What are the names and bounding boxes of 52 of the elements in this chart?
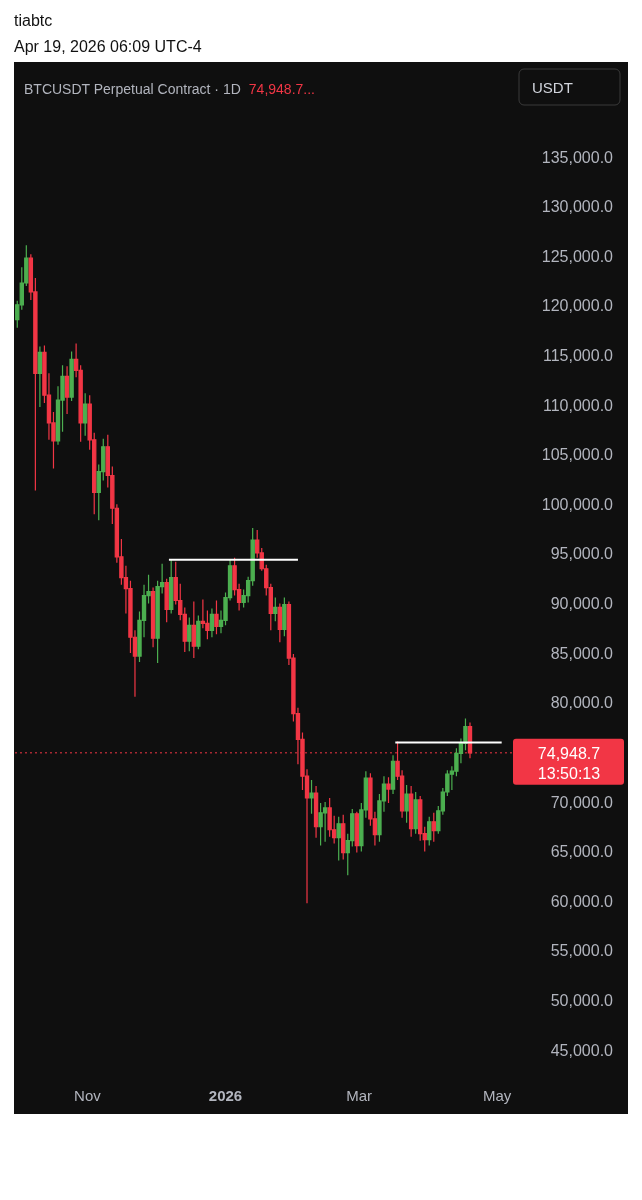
y-tick-label: 120,000.0 (541, 297, 614, 315)
candlestick (191, 600, 197, 659)
text: USDT (532, 79, 573, 96)
x-tick-label: 2026 (208, 1087, 243, 1104)
candlestick (390, 754, 396, 795)
candlestick (209, 607, 215, 638)
candlestick (431, 812, 436, 843)
y-tick-label: 100,000.0 (541, 495, 614, 513)
text: 74,948.7... (248, 81, 315, 97)
y-tick-label: 45,000.0 (550, 1041, 614, 1059)
y-tick-label: 85,000.0 (550, 644, 614, 662)
candlestick (187, 616, 192, 652)
candlestick (309, 779, 314, 815)
y-tick-label: 90,000.0 (550, 595, 614, 613)
x-tick-label: Nov (74, 1087, 102, 1104)
y-tick-label: 95,000.0 (550, 545, 614, 563)
chart-title: BTCUSDT Perpetual Contract · 1D (24, 81, 241, 97)
y-tick-label: 60,000.0 (550, 892, 614, 910)
text: Apr 19, 2026 06:09 UTC-4 (14, 38, 202, 55)
candlestick (413, 791, 418, 835)
y-tick-label: 115,000.0 (543, 347, 614, 365)
candlestick (282, 596, 287, 637)
text: tiabtc (14, 12, 53, 29)
y-tick-label: 125,000.0 (541, 247, 614, 265)
y-tick-label: 135,000.0 (541, 148, 614, 166)
y-tick-label: 80,000.0 (550, 694, 614, 712)
y-tick-label: 105,000.0 (541, 446, 614, 464)
candlestick (386, 776, 391, 804)
candlestick (404, 784, 409, 824)
candlestick (82, 392, 88, 437)
y-tick-label: 130,000.0 (541, 198, 614, 216)
candlestick (164, 578, 169, 623)
candlestick (408, 785, 414, 838)
x-tick-label: May (482, 1087, 512, 1104)
y-tick-label: 55,000.0 (550, 942, 614, 960)
candlestick (214, 599, 219, 635)
y-tick-label: 65,000.0 (550, 843, 614, 861)
y-tick-label: 50,000.0 (550, 991, 614, 1009)
x-tick-label: Mar (346, 1087, 372, 1104)
candlestick (196, 614, 201, 650)
candlestick (313, 785, 319, 839)
candlestick (37, 345, 43, 408)
candlestick (69, 350, 74, 402)
y-tick-label: 70,000.0 (550, 793, 614, 811)
candlestick (322, 801, 328, 843)
text: 13:50:13 (537, 764, 601, 782)
candlestick (64, 365, 70, 415)
candlestick (336, 816, 341, 862)
candlestick (273, 596, 278, 622)
candlestick (318, 802, 323, 847)
y-tick-label: 110,000.0 (543, 396, 614, 414)
ref-line-label: 74,948.7 (537, 744, 601, 762)
